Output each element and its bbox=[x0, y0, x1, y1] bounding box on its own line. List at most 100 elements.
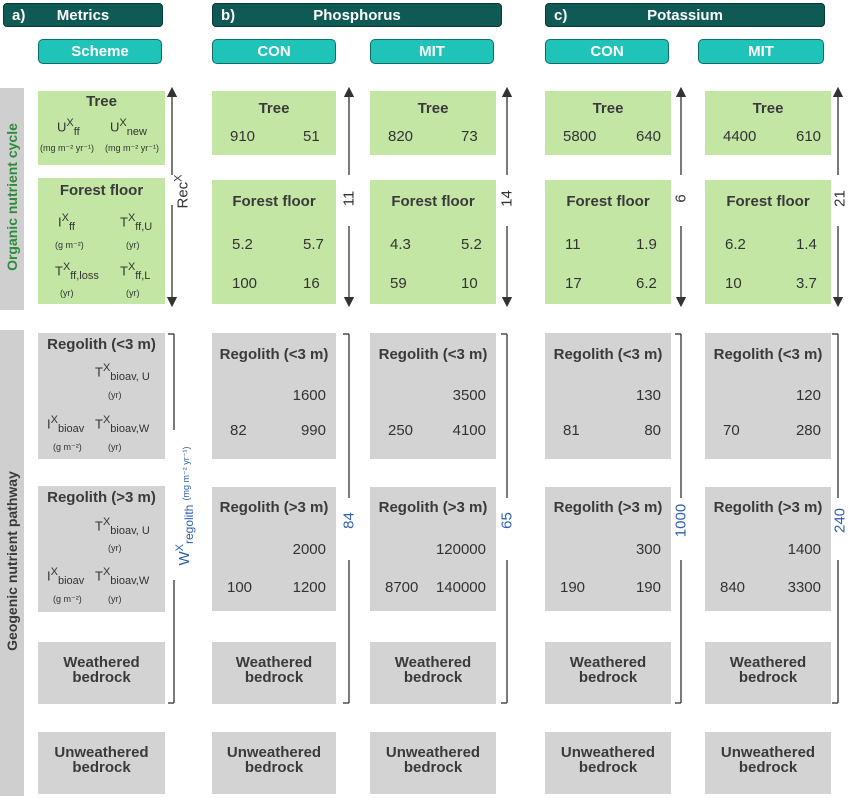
scheme-tffl-unit: (yr) bbox=[126, 288, 140, 298]
k_mit-weathered-box bbox=[705, 642, 831, 704]
k_con-regolith-shallow-title: Regolith (<3 m) bbox=[553, 346, 663, 363]
k_mit-regolith-shallow-title: Regolith (<3 m) bbox=[713, 346, 823, 363]
scheme-deep-tbioav-w-unit: (yr) bbox=[108, 594, 122, 604]
scheme-tffloss-unit: (yr) bbox=[60, 288, 74, 298]
p_con-tree-value-2: 51 bbox=[303, 128, 320, 145]
k_con-regolith-deep-title: Regolith (>3 m) bbox=[553, 499, 663, 516]
scheme-tffu-unit: (yr) bbox=[126, 240, 140, 250]
p_con-weathered-box bbox=[212, 642, 336, 704]
scheme-tbioav-w-unit: (yr) bbox=[108, 442, 122, 452]
p_mit-reg-s-value-2: 250 bbox=[388, 422, 414, 439]
k_mit-unweathered-box bbox=[705, 732, 831, 794]
p_con-reg-s-value-3: 990 bbox=[300, 422, 326, 439]
k_con-unweathered-title: Unweathered bedrock bbox=[560, 744, 656, 776]
scheme-ibioav-label: IXbioav bbox=[47, 414, 85, 435]
k_con-tree-title: Tree bbox=[592, 100, 624, 117]
organic-cycle-bar: Organic nutrient cycle bbox=[0, 88, 24, 310]
k_con-unweathered-box bbox=[545, 732, 671, 794]
k_con-reg-d-value-1: 300 bbox=[635, 541, 661, 558]
k_mit-regolith-deep-title: Regolith (>3 m) bbox=[713, 499, 823, 516]
scheme-deep-ibioav-unit: (g m⁻²) bbox=[53, 594, 82, 604]
subheader-p-con: CON bbox=[212, 39, 336, 64]
k_con-forest-floor-box bbox=[545, 180, 671, 304]
p_mit-unweathered-title: Unweathered bedrock bbox=[385, 744, 481, 776]
k_con-reg-s-value-1: 130 bbox=[635, 387, 661, 404]
p_con-reg-d-value-3: 1200 bbox=[292, 579, 326, 596]
scheme-deep-tbioav-w-label: TXbioav,W bbox=[95, 566, 150, 587]
scheme-deep-ibioav-label: IXbioav bbox=[47, 566, 85, 587]
k_mit-tree-box bbox=[705, 91, 831, 155]
k_mit-forest-floor-title: Forest floor bbox=[726, 193, 810, 210]
p_mit-forest-floor-title: Forest floor bbox=[391, 193, 475, 210]
p_con-tree-box bbox=[212, 91, 336, 155]
p_con-reg-s-value-2: 82 bbox=[230, 422, 247, 439]
header-phosphorus-letter: b) bbox=[221, 6, 236, 24]
scheme-forest-floor-title: Forest floor bbox=[59, 182, 144, 199]
scheme-tbioav-u-unit: (yr) bbox=[108, 390, 122, 400]
k_con-reg-d-value-3: 190 bbox=[635, 579, 661, 596]
k_mit-tree-title: Tree bbox=[752, 100, 784, 117]
p_con-regolith-shallow-title: Regolith (<3 m) bbox=[219, 346, 329, 363]
scheme-tbioav-w-label: TXbioav,W bbox=[95, 414, 150, 435]
p_con-unweathered-title: Unweathered bedrock bbox=[226, 744, 322, 776]
scheme-ibioav-unit: (g m⁻²) bbox=[53, 442, 82, 452]
scheme-deep-tbioav-u-unit: (yr) bbox=[108, 543, 122, 553]
scheme-forest-floor-box bbox=[38, 178, 165, 304]
k_con-tree-box bbox=[545, 91, 671, 155]
header-metrics: a) Metrics bbox=[3, 3, 163, 27]
header-metrics-letter: a) bbox=[12, 6, 26, 24]
k_mit-ff-value-2: 1.4 bbox=[796, 236, 817, 253]
p_mit-regolith-deep-box bbox=[370, 487, 496, 611]
k_mit-forest-floor-box bbox=[705, 180, 831, 304]
subheader-k-con: CON bbox=[545, 39, 669, 64]
scheme-uff-unit: (mg m⁻² yr⁻¹) bbox=[40, 143, 94, 153]
k_con-regolith-deep-box bbox=[545, 487, 671, 611]
p_mit-ff-value-4: 10 bbox=[461, 275, 478, 292]
header-metrics-title: Metrics bbox=[56, 6, 110, 24]
k_con-ff-value-4: 6.2 bbox=[636, 275, 657, 292]
k_mit-ff-value-4: 3.7 bbox=[796, 275, 817, 292]
p_mit-regolith-deep-title: Regolith (>3 m) bbox=[378, 499, 488, 516]
p_con-ff-value-2: 5.7 bbox=[303, 236, 324, 253]
header-phosphorus-title: Phosphorus bbox=[313, 6, 401, 24]
k_con-regolith-shallow-box bbox=[545, 333, 671, 459]
scheme-tffloss-label: TXff,loss bbox=[55, 261, 99, 282]
subheader-k-mit: MIT bbox=[698, 39, 824, 64]
scheme-regolith-deep-box bbox=[38, 486, 165, 612]
k_mit-weathered-title: Weathered bedrock bbox=[729, 654, 807, 686]
scheme-tree-title: Tree bbox=[86, 93, 117, 110]
p_con-regolith-deep-title: Regolith (>3 m) bbox=[219, 499, 329, 516]
k_con-reg-d-value-2: 190 bbox=[560, 579, 586, 596]
p_mit-ff-value-2: 5.2 bbox=[461, 236, 482, 253]
p_mit-reg-s-value-3: 4100 bbox=[452, 422, 486, 439]
p_con-reg-s-value-1: 1600 bbox=[292, 387, 326, 404]
k_con-weathered-box bbox=[545, 642, 671, 704]
p_mit-tree-value-2: 73 bbox=[461, 128, 478, 145]
p_con-forest-floor-title: Forest floor bbox=[232, 193, 316, 210]
p_mit-tree-box bbox=[370, 91, 496, 155]
scheme-unweathered-title: Unweathered bedrock bbox=[54, 744, 149, 776]
p_mit-unweathered-box bbox=[370, 732, 496, 794]
scheme-deep-tbioav-u-label: TXbioav, U bbox=[95, 516, 150, 537]
scheme-unew-label: UXnew bbox=[110, 117, 147, 138]
k_con-ff-value-3: 17 bbox=[565, 275, 582, 292]
header-potassium-title: Potassium bbox=[647, 6, 723, 24]
k_con-weathered-title: Weathered bedrock bbox=[569, 654, 647, 686]
p_mit-regolith-shallow-title: Regolith (<3 m) bbox=[378, 346, 488, 363]
p_con-reg-d-value-2: 100 bbox=[227, 579, 253, 596]
k_con-forest-floor-title: Forest floor bbox=[566, 193, 650, 210]
k_mit-reg-d-value-3: 3300 bbox=[787, 579, 821, 596]
p_con-regolith-deep-box bbox=[212, 487, 336, 611]
header-phosphorus: b) Phosphorus bbox=[212, 3, 502, 27]
scheme-weathered-box bbox=[38, 642, 165, 704]
p_con-ff-value-1: 5.2 bbox=[232, 236, 253, 253]
k_con-tree-value-1: 5800 bbox=[563, 128, 597, 145]
scheme-regolith-shallow-box bbox=[38, 333, 165, 459]
k_mit-reg-s-value-1: 120 bbox=[795, 387, 821, 404]
p_mit-ff-value-3: 59 bbox=[390, 275, 407, 292]
header-potassium: c) Potassium bbox=[545, 3, 825, 27]
k_mit-reg-s-value-2: 70 bbox=[723, 422, 740, 439]
subheader-p-mit: MIT bbox=[370, 39, 494, 64]
p_con-tree-title: Tree bbox=[258, 100, 290, 117]
